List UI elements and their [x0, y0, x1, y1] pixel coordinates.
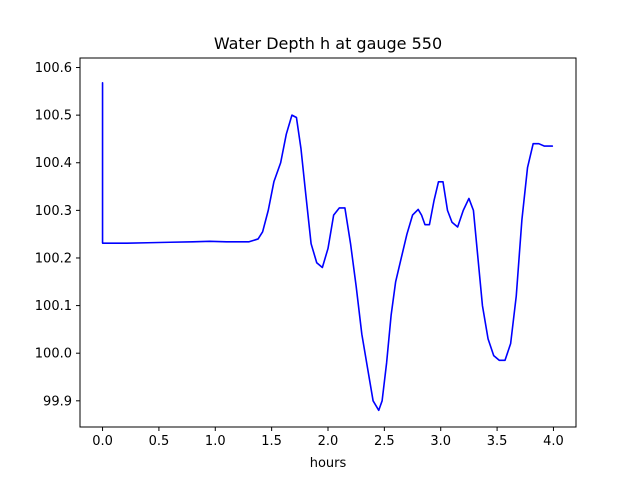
- x-tick-label: 3.5: [487, 434, 508, 449]
- x-tick-label: 4.0: [543, 434, 564, 449]
- x-tick-label: 0.0: [92, 434, 113, 449]
- plot-area: 0.0 0.5 1.0 1.5 2.0 2.5 3.0 3.5 4.0 99.9 100.0 100.…: [35, 57, 577, 449]
- chart-title: Water Depth h at gauge 550: [214, 34, 442, 53]
- x-tick-label: 1.0: [205, 434, 226, 449]
- y-tick-label: 100.5: [35, 109, 72, 124]
- y-tick-label: 99.9: [43, 394, 72, 409]
- x-tick-label: 2.5: [374, 434, 395, 449]
- x-tick-label: 1.5: [261, 434, 282, 449]
- series-line-1: [101, 81, 554, 412]
- y-tick-label: 100.1: [35, 299, 72, 314]
- x-axis-label: hours: [310, 456, 347, 471]
- x-tick-label: 2.0: [318, 434, 339, 449]
- x-tick-label: 3.0: [430, 434, 451, 449]
- y-tick-label: 100.2: [35, 251, 72, 266]
- x-tick-label: 0.5: [149, 434, 170, 449]
- y-tick-label: 100.6: [35, 61, 72, 76]
- y-tick-label: 100.4: [35, 156, 72, 171]
- y-tick-label: 100.3: [35, 204, 72, 219]
- y-tick-label: 100.0: [35, 347, 72, 362]
